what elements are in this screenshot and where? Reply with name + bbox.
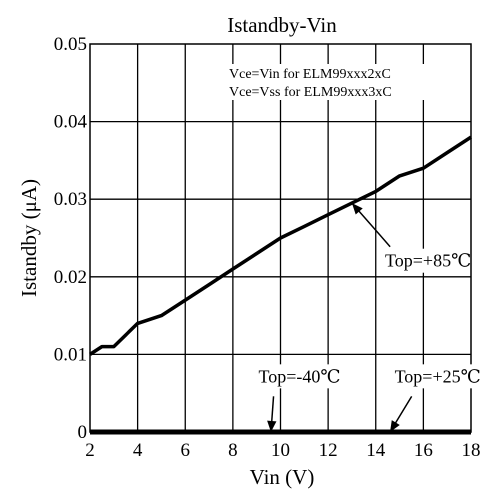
x-axis-label: Vin (V) — [250, 465, 315, 489]
note-line: Vce=Vin for ELM99xxx2xC — [229, 67, 391, 82]
series-line-0 — [89, 135, 472, 356]
x-tick-label: 8 — [228, 440, 238, 461]
annotation-arrowhead — [351, 203, 363, 215]
y-tick-label: 0.04 — [54, 112, 88, 133]
legend-notes: Vce=Vin for ELM99xxx2xC Vce=Vss for ELM99… — [222, 64, 466, 100]
annotation-arrowhead — [267, 420, 277, 432]
x-tick-label: 12 — [319, 440, 338, 461]
annotation-label: Top=+85℃ — [385, 251, 471, 271]
x-tick-label: 4 — [133, 440, 143, 461]
y-tick-label: 0 — [78, 422, 88, 443]
x-tick-label: 16 — [414, 440, 433, 461]
x-tick-label: 6 — [181, 440, 191, 461]
y-axis-label: Istandby (μA) — [17, 179, 41, 297]
grid — [90, 44, 471, 432]
annotations: Top=+85℃ Top=-40℃ Top=+25℃ — [258, 202, 481, 433]
y-tick-label: 0.02 — [54, 267, 87, 288]
annotation-background — [258, 364, 341, 389]
y-tick-label: 0.05 — [54, 34, 87, 55]
annotation-background — [396, 364, 479, 389]
note-line: Vce=Vss for ELM99xxx3xC — [229, 85, 392, 100]
annotation-label: Top=+25℃ — [395, 366, 481, 386]
tick-labels: 2 4 6 8 10 12 14 16 18 0 0.01 0.02 0.03 0.04 0.05 — [54, 34, 481, 461]
y-tick-label: 0.01 — [54, 344, 87, 365]
chart-title: Istandby-Vin — [227, 13, 337, 37]
x-tick-label: 10 — [271, 440, 290, 461]
x-tick-label: 14 — [366, 440, 386, 461]
x-tick-label: 18 — [462, 440, 481, 461]
plot-frame — [89, 43, 472, 433]
annotation-background — [387, 248, 469, 273]
notes-background — [222, 64, 466, 100]
annotation-arrowhead — [390, 420, 400, 432]
y-tick-label: 0.03 — [54, 189, 87, 210]
x-tick-label: 2 — [85, 440, 95, 461]
annotation-label: Top=-40℃ — [259, 366, 341, 386]
